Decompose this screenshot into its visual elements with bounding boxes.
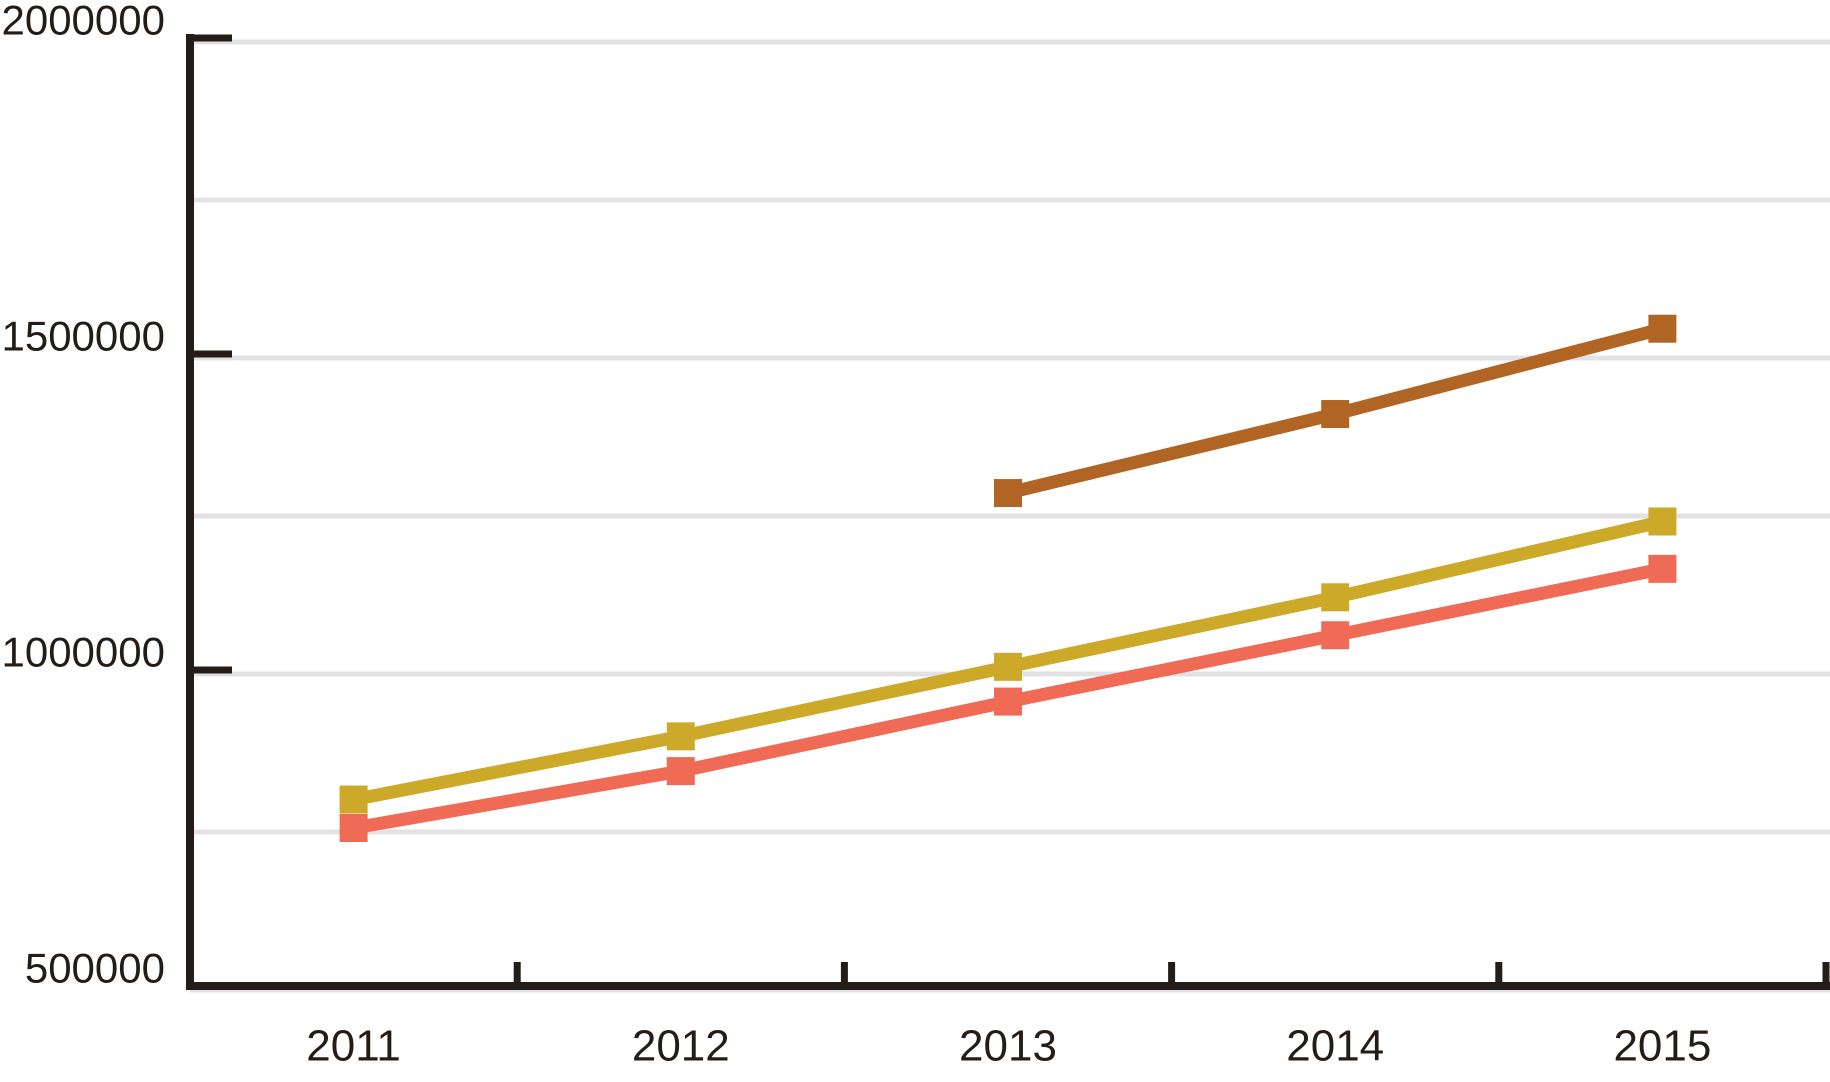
x-axis-tick-label: 2013	[959, 1022, 1057, 1071]
x-axis-tick	[840, 962, 848, 986]
y-axis-tick	[190, 34, 232, 42]
x-axis-tick	[1168, 962, 1176, 986]
red-series-marker	[666, 757, 695, 786]
y-axis-tick-label: 1500000	[1, 313, 165, 360]
x-axis-tick	[513, 962, 521, 986]
y-axis-line	[186, 34, 194, 990]
x-axis-line	[186, 982, 1830, 990]
brown-series-marker	[994, 479, 1022, 508]
gold-series-marker	[666, 722, 695, 751]
y-axis-tick-label: 2000000	[1, 0, 165, 44]
x-axis-tick-label: 2014	[1286, 1022, 1384, 1071]
x-axis-tick-label: 2015	[1613, 1022, 1711, 1071]
y-axis-tick	[190, 350, 232, 358]
gold-series-marker	[1648, 507, 1677, 536]
brown-series-marker	[1321, 400, 1350, 429]
gold-series-marker	[1321, 583, 1350, 612]
y-axis-tick-label: 1000000	[1, 629, 165, 676]
brown-series-marker	[1648, 314, 1677, 343]
red-series-marker	[1321, 621, 1350, 650]
red-series-marker	[339, 814, 368, 842]
red-series-marker	[1648, 554, 1677, 583]
gold-series-marker	[339, 785, 368, 814]
y-axis-tick-label: 500000	[25, 945, 165, 992]
red-series-marker	[994, 687, 1022, 716]
x-axis-tick	[1495, 962, 1503, 986]
x-axis-tick	[1822, 962, 1830, 986]
x-axis-tick-label: 2011	[306, 1022, 401, 1071]
gold-series-marker	[994, 652, 1022, 681]
x-axis-tick-label: 2012	[632, 1022, 730, 1071]
y-axis-tick	[190, 666, 232, 674]
